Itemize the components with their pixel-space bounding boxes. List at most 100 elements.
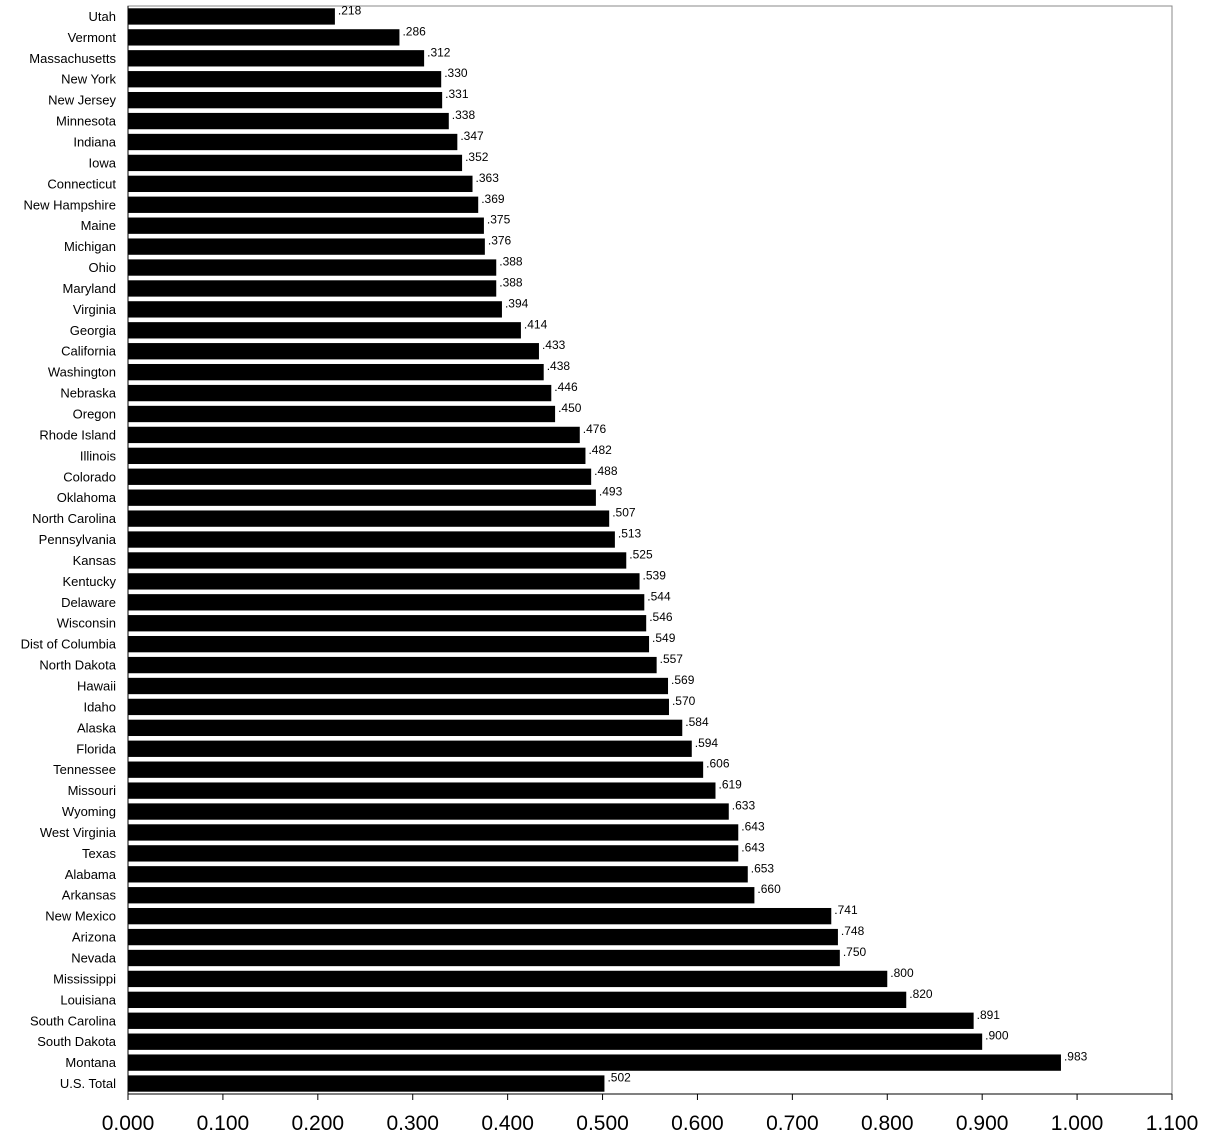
bar: [128, 552, 627, 569]
category-label: U.S. Total: [60, 1076, 116, 1091]
bar-value-label: .488: [594, 464, 618, 478]
bar: [128, 322, 521, 339]
bar-value-label: .643: [741, 819, 765, 833]
bar: [128, 594, 645, 611]
bar-value-label: .606: [706, 757, 730, 771]
bar-value-label: .218: [338, 3, 362, 17]
bar-value-label: .476: [583, 422, 607, 436]
category-label: Georgia: [70, 323, 117, 338]
bar: [128, 259, 497, 276]
category-label: Kansas: [73, 553, 117, 568]
bar-value-label: .539: [643, 568, 667, 582]
bar-value-label: .493: [599, 485, 623, 499]
x-tick-label: 0.400: [481, 1112, 534, 1135]
bar: [128, 803, 729, 820]
bar-value-label: .557: [660, 652, 684, 666]
bar-value-label: .750: [843, 945, 867, 959]
bar: [128, 1075, 605, 1092]
category-label: Idaho: [83, 699, 116, 714]
bar: [128, 154, 463, 172]
bar: [128, 343, 539, 360]
bar-value-label: .388: [499, 275, 523, 289]
x-tick-label: 1.000: [1051, 1112, 1104, 1135]
bar-value-label: .549: [652, 631, 676, 645]
value-labels-group: .218 .286.312 .330 .331 .338 .347 .352 .363 .369…: [338, 3, 1088, 1084]
category-label: Utah: [89, 9, 116, 24]
bar-value-label: .594: [695, 736, 719, 750]
bar-value-label: .352: [465, 150, 489, 164]
category-label: Arizona: [72, 930, 117, 945]
bar-value-label: .433: [542, 338, 566, 352]
bar: [128, 866, 748, 883]
x-tick-label: 0.200: [292, 1112, 345, 1135]
bar-value-label: .376: [488, 234, 512, 248]
category-label: Colorado: [63, 469, 116, 484]
bar-value-label: .438: [547, 359, 571, 373]
bar-value-label: .375: [487, 213, 511, 227]
bar: [128, 112, 449, 130]
category-label: Nevada: [71, 951, 117, 966]
bar: [128, 217, 484, 234]
bar-value-label: .507: [612, 506, 636, 520]
category-label: New York: [61, 72, 116, 87]
bar-value-label: .983: [1064, 1050, 1088, 1064]
bar: [128, 635, 650, 653]
bar: [128, 698, 669, 716]
bar-value-label: .633: [732, 799, 756, 813]
bar: [128, 50, 425, 67]
bar: [128, 29, 400, 46]
bar: [128, 1033, 983, 1050]
category-label: Nebraska: [60, 386, 116, 401]
x-tick-label: 0.500: [576, 1112, 629, 1135]
category-label: Montana: [65, 1055, 116, 1070]
category-label: Oklahoma: [57, 490, 117, 505]
bar: [128, 887, 755, 904]
bar: [128, 740, 692, 757]
category-label: California: [61, 344, 117, 359]
bar-value-label: .347: [460, 129, 484, 143]
category-label: Dist of Columbia: [21, 637, 117, 652]
category-label: Texas: [82, 846, 116, 861]
bar: [128, 468, 592, 485]
category-label: Maine: [81, 218, 116, 233]
bar-value-label: .820: [909, 987, 933, 1001]
bar: [128, 196, 479, 213]
bar: [128, 991, 907, 1009]
bar: [128, 363, 544, 381]
category-label: Rhode Island: [39, 427, 116, 442]
category-label: Iowa: [89, 155, 117, 170]
bar: [128, 301, 502, 318]
bar-value-label: .330: [444, 66, 468, 80]
category-label: Hawaii: [77, 679, 116, 694]
category-label: Illinois: [80, 448, 117, 463]
bar-value-label: .800: [890, 966, 914, 980]
bar: [128, 280, 497, 297]
bar: [128, 845, 739, 862]
category-label: Maryland: [63, 281, 116, 296]
category-label: Connecticut: [47, 176, 116, 191]
category-label: Virginia: [73, 302, 117, 317]
bar-value-label: .900: [985, 1029, 1009, 1043]
bar: [128, 531, 615, 548]
bar: [128, 71, 442, 88]
bar: [128, 656, 657, 674]
bar: [128, 510, 610, 527]
category-label: Indiana: [73, 135, 116, 150]
bar: [128, 447, 586, 465]
bar: [128, 405, 556, 423]
category-label: New Hampshire: [24, 197, 116, 212]
bar-value-label: .338: [452, 108, 476, 122]
category-label: Vermont: [68, 30, 117, 45]
bar-value-label: .312: [427, 45, 451, 59]
category-label: New Jersey: [48, 93, 116, 108]
bar: [128, 1054, 1061, 1071]
category-label: Florida: [76, 741, 117, 756]
bar-value-label: .446: [554, 380, 578, 394]
bar-value-label: .331: [445, 87, 469, 101]
category-label: Ohio: [89, 260, 116, 275]
bar-value-label: .748: [841, 924, 865, 938]
category-label: Delaware: [61, 595, 116, 610]
bar: [128, 133, 458, 151]
bar-value-label: .414: [524, 317, 548, 331]
category-label: South Carolina: [30, 1013, 117, 1028]
